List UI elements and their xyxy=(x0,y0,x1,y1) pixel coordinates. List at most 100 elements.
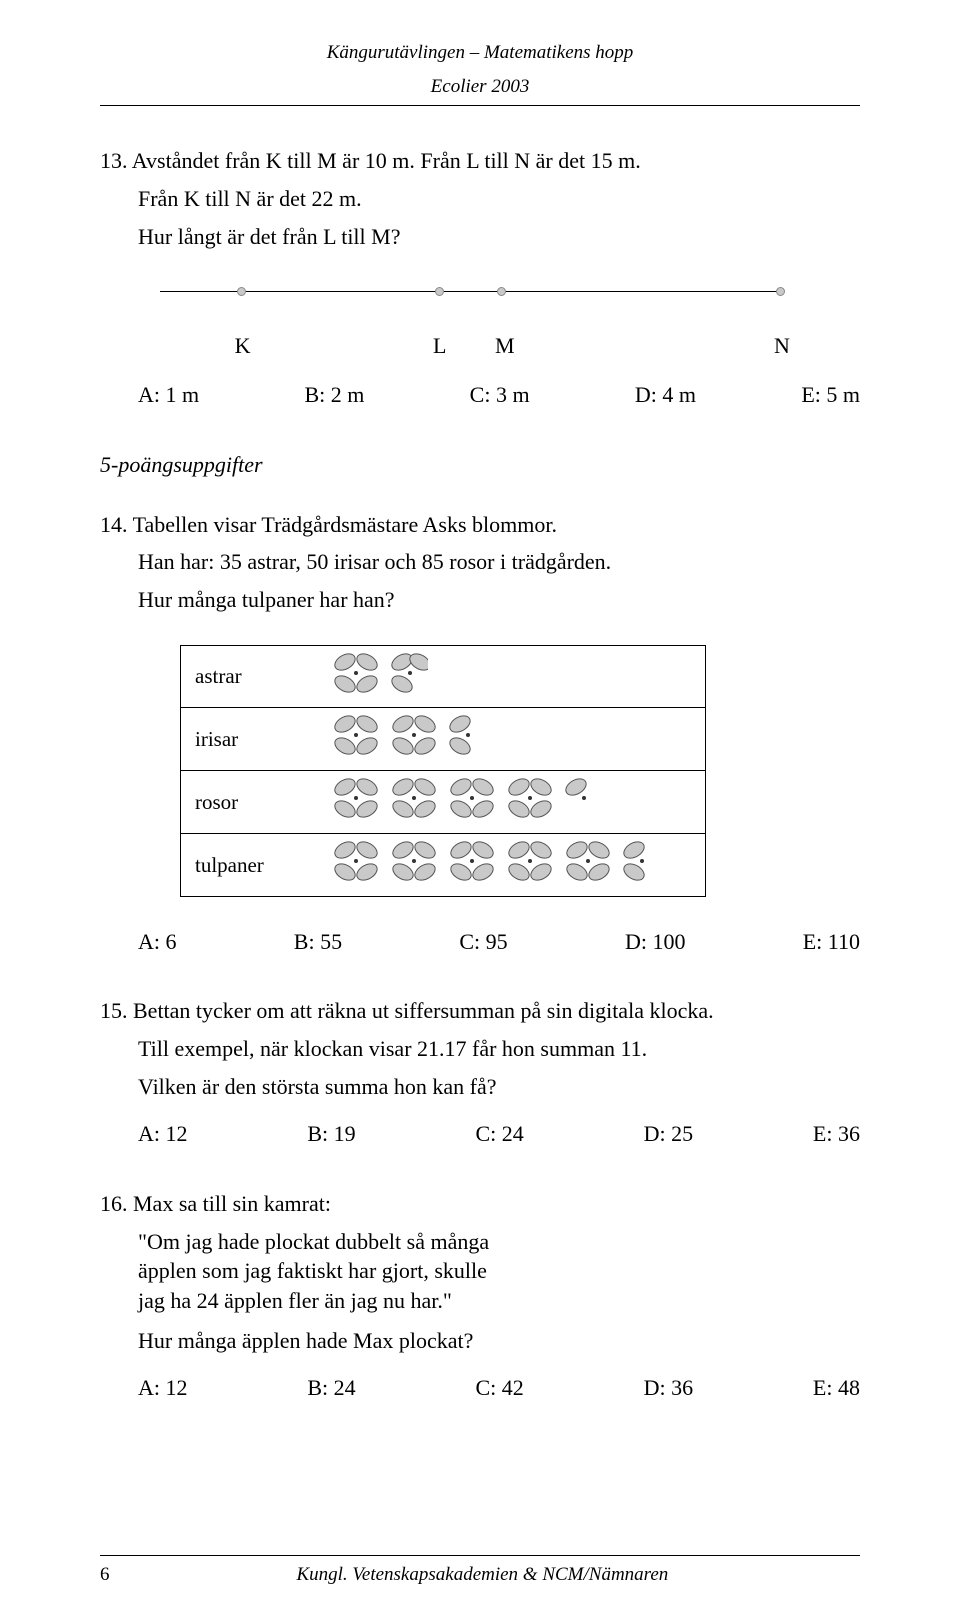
section-5pts: 5-poängsuppgifter xyxy=(100,450,860,480)
flower-icon xyxy=(388,840,440,882)
q14-answer-a: A: 6 xyxy=(138,927,177,957)
numberline-label: M xyxy=(495,331,515,361)
half-flower-icon xyxy=(620,840,660,882)
q15-line1: 15. Bettan tycker om att räkna ut siffer… xyxy=(100,996,860,1026)
q16-number: 16. xyxy=(100,1191,128,1216)
q15-text2: Till exempel, när klockan visar 21.17 få… xyxy=(100,1034,860,1064)
q16-answer-c: C: 42 xyxy=(475,1373,523,1403)
flower-row-icons xyxy=(316,833,706,896)
flower-table-row: rosor xyxy=(181,771,706,834)
q14-text2: Han har: 35 astrar, 50 irisar och 85 ros… xyxy=(100,547,860,577)
q13-number: 13. xyxy=(100,148,128,173)
question-16: 16. Max sa till sin kamrat: "Om jag hade… xyxy=(100,1189,860,1403)
numberline-labels: KLMN xyxy=(160,331,780,355)
q15-text3: Vilken är den största summa hon kan få? xyxy=(100,1072,860,1102)
q13-answer-d: D: 4 m xyxy=(635,380,696,410)
header-title: Kängurutävlingen – Matematikens hopp xyxy=(100,40,860,66)
flower-row-label: irisar xyxy=(181,708,316,771)
q14-answer-b: B: 55 xyxy=(294,927,342,957)
q13-text3: Hur långt är det från L till M? xyxy=(100,222,860,252)
q15-text1: Bettan tycker om att räkna ut siffersumm… xyxy=(133,998,714,1023)
header-subtitle: Ecolier 2003 xyxy=(100,74,860,100)
flower-icon xyxy=(330,777,382,819)
q13-answer-b: B: 2 m xyxy=(304,380,364,410)
half-flower-icon xyxy=(446,714,486,756)
q16-answer-b: B: 24 xyxy=(307,1373,355,1403)
question-15: 15. Bettan tycker om att räkna ut siffer… xyxy=(100,996,860,1149)
page-footer: 6 Kungl. Vetenskapsakademien & NCM/Nämna… xyxy=(100,1555,860,1588)
q16-answer-e: E: 48 xyxy=(813,1373,860,1403)
q13-numberline xyxy=(160,281,780,311)
flower-row-label: rosor xyxy=(181,771,316,834)
q13-text2: Från K till N är det 22 m. xyxy=(100,184,860,214)
q16-text2: Hur många äpplen hade Max plockat? xyxy=(100,1326,860,1356)
q14-number: 14. xyxy=(100,512,128,537)
flower-row-label: astrar xyxy=(181,645,316,708)
header-rule xyxy=(100,105,860,106)
numberline-point xyxy=(776,287,785,296)
q14-line1: 14. Tabellen visar Trädgårdsmästare Asks… xyxy=(100,510,860,540)
numberline-point xyxy=(237,287,246,296)
q13-answer-a: A: 1 m xyxy=(138,380,199,410)
numberline-label: N xyxy=(774,331,790,361)
half-flower-icon xyxy=(388,652,428,694)
q16-answer-d: D: 36 xyxy=(644,1373,694,1403)
q13-line1: 13. Avståndet från K till M är 10 m. Frå… xyxy=(100,146,860,176)
flower-row-icons xyxy=(316,771,706,834)
q15-answers: A: 12 B: 19 C: 24 D: 25 E: 36 xyxy=(100,1119,860,1149)
q15-answer-e: E: 36 xyxy=(813,1119,860,1149)
question-14: 14. Tabellen visar Trädgårdsmästare Asks… xyxy=(100,510,860,957)
q14-answers: A: 6 B: 55 C: 95 D: 100 E: 110 xyxy=(100,927,860,957)
q14-text3: Hur många tulpaner har han? xyxy=(100,585,860,615)
flower-table-row: tulpaner xyxy=(181,833,706,896)
footer-page-number: 6 xyxy=(100,1562,110,1588)
flower-icon xyxy=(504,840,556,882)
q14-text1: Tabellen visar Trädgårdsmästare Asks blo… xyxy=(133,512,557,537)
flower-icon xyxy=(330,652,382,694)
q16-line1: 16. Max sa till sin kamrat: xyxy=(100,1189,860,1219)
q13-text1: Avståndet från K till M är 10 m. Från L … xyxy=(132,148,641,173)
q14-flower-table: astraririsarrosortulpaner xyxy=(180,645,706,897)
q16-quote2: äpplen som jag faktiskt har gjort, skull… xyxy=(138,1256,860,1286)
q14-answer-d: D: 100 xyxy=(625,927,686,957)
flower-icon xyxy=(446,777,498,819)
q13-answer-c: C: 3 m xyxy=(470,380,530,410)
flower-table-row: astrar xyxy=(181,645,706,708)
question-13: 13. Avståndet från K till M är 10 m. Frå… xyxy=(100,146,860,410)
flower-icon xyxy=(388,777,440,819)
q16-text1: Max sa till sin kamrat: xyxy=(133,1191,331,1216)
footer-publisher: Kungl. Vetenskapsakademien & NCM/Nämnare… xyxy=(296,1562,668,1588)
q14-answer-c: C: 95 xyxy=(459,927,507,957)
footer-rule xyxy=(100,1555,860,1556)
q15-answer-d: D: 25 xyxy=(644,1119,694,1149)
flower-row-icons xyxy=(316,645,706,708)
flower-row-icons xyxy=(316,708,706,771)
q16-quote3: jag ha 24 äpplen fler än jag nu har." xyxy=(138,1286,860,1316)
flower-icon xyxy=(330,714,382,756)
numberline-label: L xyxy=(433,331,446,361)
flower-icon xyxy=(504,777,556,819)
q15-number: 15. xyxy=(100,998,128,1023)
flower-icon xyxy=(388,714,440,756)
numberline-label: K xyxy=(235,331,251,361)
q16-quote1: "Om jag hade plockat dubbelt så många xyxy=(138,1227,860,1257)
q16-answer-a: A: 12 xyxy=(138,1373,188,1403)
numberline-axis xyxy=(160,291,780,292)
q13-answers: A: 1 m B: 2 m C: 3 m D: 4 m E: 5 m xyxy=(100,380,860,410)
q13-answer-e: E: 5 m xyxy=(801,380,860,410)
numberline-point xyxy=(497,287,506,296)
half-flower-icon xyxy=(562,777,602,819)
q16-answers: A: 12 B: 24 C: 42 D: 36 E: 48 xyxy=(100,1373,860,1403)
flower-table-row: irisar xyxy=(181,708,706,771)
flower-icon xyxy=(562,840,614,882)
numberline-point xyxy=(435,287,444,296)
flower-icon xyxy=(446,840,498,882)
q15-answer-c: C: 24 xyxy=(475,1119,523,1149)
flower-row-label: tulpaner xyxy=(181,833,316,896)
q16-quote: "Om jag hade plockat dubbelt så många äp… xyxy=(100,1227,860,1316)
q15-answer-a: A: 12 xyxy=(138,1119,188,1149)
q14-answer-e: E: 110 xyxy=(803,927,860,957)
q15-answer-b: B: 19 xyxy=(307,1119,355,1149)
footer-spacer xyxy=(855,1562,860,1588)
flower-icon xyxy=(330,840,382,882)
